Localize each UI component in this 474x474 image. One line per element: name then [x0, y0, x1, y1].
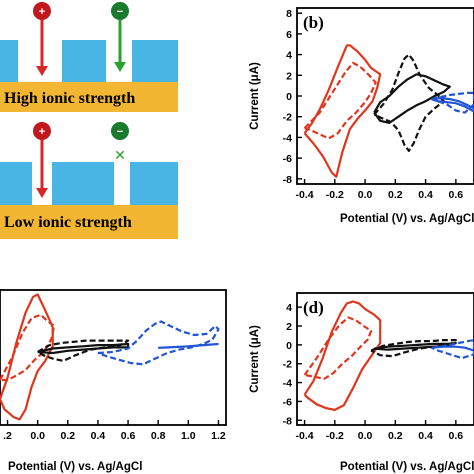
x-tick-label: 0.0	[358, 430, 373, 442]
y-tick-label: -6	[283, 153, 292, 165]
cv-curve-dashed	[431, 339, 474, 360]
chart-panel-d: -0.4 -0.2 0.0 0.2 0.4 0.6 -8 -6 -4 -2 0 2 4 (d) Curren…	[249, 292, 474, 473]
x-axis-label: Potential (V) vs. Ag/AgCl	[340, 213, 474, 225]
cv-curve-solid	[303, 44, 382, 178]
anion-sign: −	[117, 6, 123, 18]
anion-sign: −	[117, 126, 123, 138]
y-tick-label: -6	[283, 396, 292, 408]
cation-arrowhead	[36, 66, 48, 76]
x-tick-label: .2	[3, 430, 12, 442]
cation-sign: +	[39, 126, 45, 138]
x-tick-label: 0.2	[60, 430, 75, 442]
cv-curve-solid	[431, 97, 474, 113]
x-axis-label: Potential (V) vs. Ag/AgCl	[8, 461, 142, 473]
x-tick-label: 0.0	[358, 189, 373, 201]
chart-panel-b: -0.4 -0.2 0.0 0.2 0.4 0.6 -8 -6 -4 -2 0 2 4 6 8 (b) Curr…	[249, 7, 474, 225]
x-tick-label: 0.4	[418, 430, 433, 442]
x-tick-label: 1.2	[211, 430, 226, 442]
y-tick-label: -4	[283, 132, 292, 144]
y-tick-label: 2	[286, 70, 292, 82]
y-tick-label: -2	[283, 112, 292, 124]
chart-panel-c: .2 0.0 0.2 0.4 0.6 0.8 1.0 1.2 Potential (V) vs.…	[0, 289, 227, 473]
y-tick-label: 2	[286, 321, 292, 333]
cation-ion	[33, 122, 51, 140]
x-tick-label: 0.4	[91, 430, 106, 442]
cv-curve-solid	[374, 341, 457, 351]
channel-block	[0, 162, 32, 205]
cation-sign: +	[39, 6, 45, 18]
cation-arrowhead	[36, 188, 48, 198]
blocked-mark: ✕	[114, 148, 126, 164]
y-tick-label: -8	[283, 174, 292, 186]
y-axis-label: Current (μA)	[249, 325, 261, 393]
cv-curve-solid	[431, 345, 474, 352]
channel-block	[0, 40, 18, 82]
panel-letter: (d)	[303, 298, 324, 317]
x-tick-label: 0.4	[418, 189, 433, 201]
y-tick-label: 0	[286, 340, 292, 352]
y-tick-label: -8	[283, 415, 292, 427]
x-tick-label: 0.0	[30, 430, 45, 442]
anion-ion	[111, 2, 129, 20]
anion-ion	[111, 122, 129, 140]
x-tick-label: 0.8	[151, 430, 166, 442]
x-tick-label: -0.2	[326, 189, 344, 201]
y-tick-label: 8	[286, 8, 292, 20]
y-tick-label: 0	[286, 91, 292, 103]
channel-block	[52, 162, 114, 205]
cation-ion	[33, 2, 51, 20]
x-tick-label: -0.4	[296, 189, 314, 201]
x-tick-label: 0.2	[388, 189, 403, 201]
cv-curve-dashed	[97, 320, 220, 366]
y-tick-label: -4	[283, 378, 292, 390]
x-tick-label: 1.0	[181, 430, 196, 442]
cv-curve-solid	[303, 300, 382, 411]
plot-frame	[296, 292, 474, 426]
y-tick-label: -2	[283, 359, 292, 371]
cv-curve-dashed	[373, 53, 445, 152]
x-tick-label: 0.6	[449, 189, 464, 201]
y-tick-label: 4	[286, 50, 292, 62]
panel-letter: (b)	[303, 13, 324, 32]
substrate-bottom	[0, 205, 178, 239]
cv-curve-dashed	[370, 339, 457, 358]
x-tick-label: 0.6	[121, 430, 136, 442]
cv-curve-solid	[0, 293, 54, 421]
cv-curve-solid	[158, 342, 219, 349]
x-tick-label: -0.4	[296, 430, 314, 442]
substrate-top	[0, 82, 178, 112]
low-ionic-strength-label: Low ionic strength	[4, 214, 132, 231]
channel-block	[132, 40, 178, 82]
x-tick-label: -0.2	[326, 430, 344, 442]
channel-block	[62, 40, 106, 82]
y-tick-label: 4	[286, 302, 292, 314]
y-axis-label: Current (μA)	[249, 62, 261, 130]
x-axis-label: Potential (V) vs. Ag/AgCl	[340, 461, 474, 473]
cv-curve-solid	[373, 73, 451, 124]
y-tick-label: 6	[286, 29, 292, 41]
cv-curve-solid	[37, 342, 130, 355]
cv-curve-dashed	[303, 61, 377, 140]
ionic-strength-schematic: + − High ionic strength + − ✕ Low ionic …	[0, 2, 178, 239]
cv-curve-dashed	[0, 313, 56, 382]
plot-frame	[0, 289, 227, 426]
channel-block	[130, 162, 178, 205]
cv-curve-dashed	[303, 316, 373, 380]
x-tick-label: 0.2	[388, 430, 403, 442]
anion-arrowhead	[114, 62, 126, 72]
x-tick-label: 0.6	[449, 430, 464, 442]
cv-curve-dashed	[37, 339, 130, 362]
high-ionic-strength-label: High ionic strength	[4, 90, 135, 107]
